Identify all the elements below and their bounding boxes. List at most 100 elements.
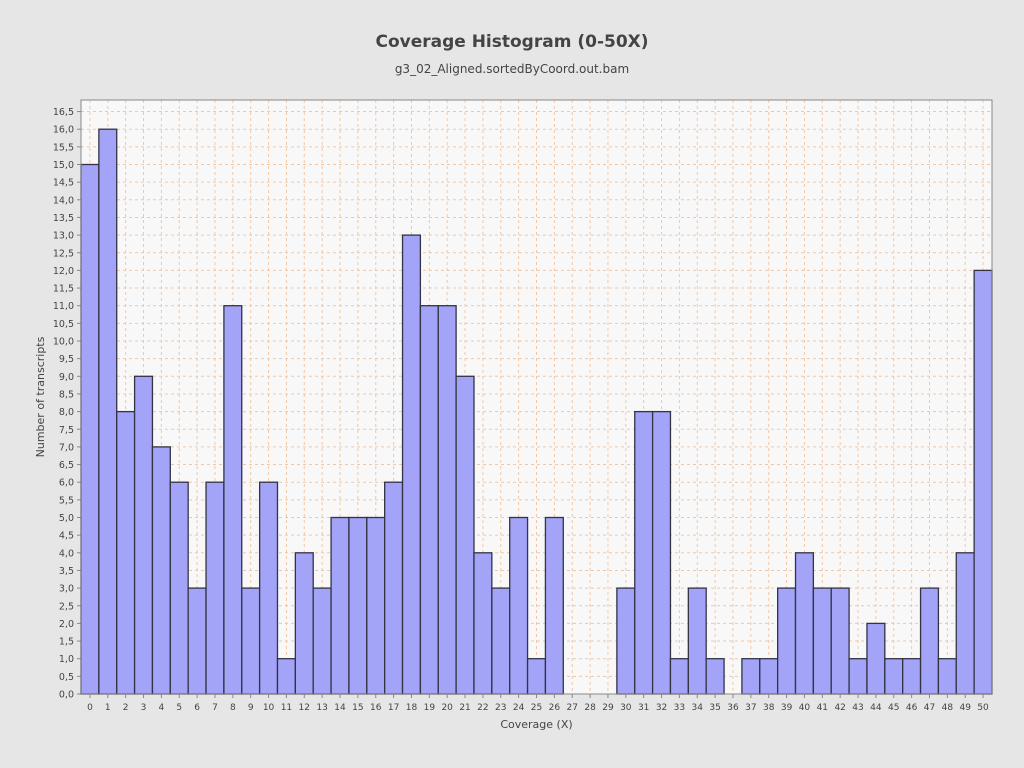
x-tick-label: 39 [781, 703, 793, 713]
y-tick-label: 8,5 [59, 389, 74, 400]
bar [544, 516, 564, 695]
bar [169, 481, 189, 695]
x-tick-label: 25 [531, 703, 542, 713]
y-axis-label: Number of transcripts [34, 336, 47, 457]
x-tick-label: 33 [674, 703, 685, 713]
y-tick-label: 16,0 [53, 125, 74, 136]
bar [902, 658, 922, 695]
x-tick-label: 46 [906, 703, 918, 713]
y-tick-label: 15,0 [53, 160, 74, 171]
y-tick-label: 13,5 [53, 213, 74, 224]
y-tick-label: 4,0 [59, 548, 74, 559]
x-tick-label: 31 [638, 703, 649, 713]
x-tick-label: 9 [248, 703, 254, 713]
y-tick-label: 1,0 [59, 654, 74, 665]
bar [884, 658, 904, 695]
y-tick-label: 13,0 [53, 231, 74, 242]
y-tick-label: 0,5 [59, 672, 74, 683]
x-tick-label: 32 [656, 703, 667, 713]
bar [241, 587, 261, 695]
y-tick-label: 5,0 [59, 513, 74, 524]
x-tick-label: 1 [105, 703, 111, 713]
x-tick-label: 8 [230, 703, 236, 713]
x-tick-label: 11 [281, 703, 292, 713]
bar [187, 587, 207, 695]
x-tick-label: 17 [388, 703, 399, 713]
bar [384, 481, 404, 695]
bar [294, 552, 314, 695]
bar [348, 516, 368, 695]
bar [955, 552, 975, 695]
y-tick-label: 16,5 [53, 107, 74, 118]
x-tick-label: 44 [870, 703, 882, 713]
x-tick-label: 34 [692, 703, 704, 713]
y-tick-label: 1,5 [59, 637, 74, 648]
x-tick-label: 24 [513, 703, 525, 713]
bar [330, 516, 350, 695]
x-tick-label: 3 [141, 703, 147, 713]
y-tick-label: 4,5 [59, 531, 74, 542]
x-tick-label: 7 [212, 703, 218, 713]
x-tick-label: 38 [763, 703, 775, 713]
x-tick-label: 22 [477, 703, 488, 713]
x-tick-label: 13 [316, 703, 327, 713]
x-tick-label: 42 [834, 703, 845, 713]
bar [151, 446, 171, 695]
bar [366, 516, 386, 695]
bar [687, 587, 707, 695]
bar [616, 587, 636, 695]
bar [491, 587, 511, 695]
y-tick-label: 3,0 [59, 584, 74, 595]
x-tick-label: 4 [159, 703, 165, 713]
x-tick-label: 23 [495, 703, 506, 713]
y-tick-label: 2,5 [59, 601, 74, 612]
y-tick-label: 10,5 [53, 319, 74, 330]
x-tick-label: 37 [745, 703, 756, 713]
bar [830, 587, 850, 695]
x-tick-label: 27 [566, 703, 577, 713]
chart-title: Coverage Histogram (0-50X) [375, 32, 649, 52]
chart-subtitle: g3_02_Aligned.sortedByCoord.out.bam [394, 62, 630, 76]
y-tick-label: 8,0 [59, 407, 74, 418]
x-axis-label: Coverage (X) [500, 718, 572, 731]
y-tick-label: 3,5 [59, 566, 74, 577]
x-tick-label: 5 [176, 703, 182, 713]
bar [419, 305, 439, 695]
x-tick-label: 20 [441, 703, 453, 713]
x-tick-label: 6 [194, 703, 200, 713]
bar [741, 658, 761, 695]
bar [258, 481, 279, 695]
x-tick-label: 30 [620, 703, 632, 713]
bar [133, 375, 154, 695]
y-tick-label: 5,5 [59, 495, 74, 506]
y-tick-label: 10,0 [53, 337, 74, 348]
y-tick-label: 9,5 [59, 354, 74, 365]
x-tick-label: 50 [977, 703, 989, 713]
y-tick-label: 11,5 [53, 284, 74, 295]
y-tick-label: 0,0 [59, 690, 74, 701]
bar [223, 305, 243, 695]
y-tick-label: 6,5 [59, 460, 74, 471]
x-tick-label: 18 [406, 703, 418, 713]
y-tick-label: 7,5 [59, 425, 74, 436]
bar [116, 410, 136, 695]
x-tick-label: 21 [459, 703, 470, 713]
x-tick-label: 29 [602, 703, 614, 713]
y-tick-label: 7,0 [59, 442, 74, 453]
plot-border [80, 99, 993, 695]
bar [205, 481, 225, 695]
x-tick-label: 19 [424, 703, 436, 713]
x-tick-label: 48 [942, 703, 954, 713]
x-tick-label: 2 [123, 703, 129, 713]
y-tick-label: 9,0 [59, 372, 74, 383]
bar [312, 587, 332, 695]
bar [634, 410, 654, 695]
x-tick-label: 28 [584, 703, 596, 713]
bar [777, 587, 797, 695]
bar [401, 234, 422, 695]
bar [526, 658, 547, 695]
x-tick-label: 15 [352, 703, 363, 713]
bar [473, 552, 493, 695]
